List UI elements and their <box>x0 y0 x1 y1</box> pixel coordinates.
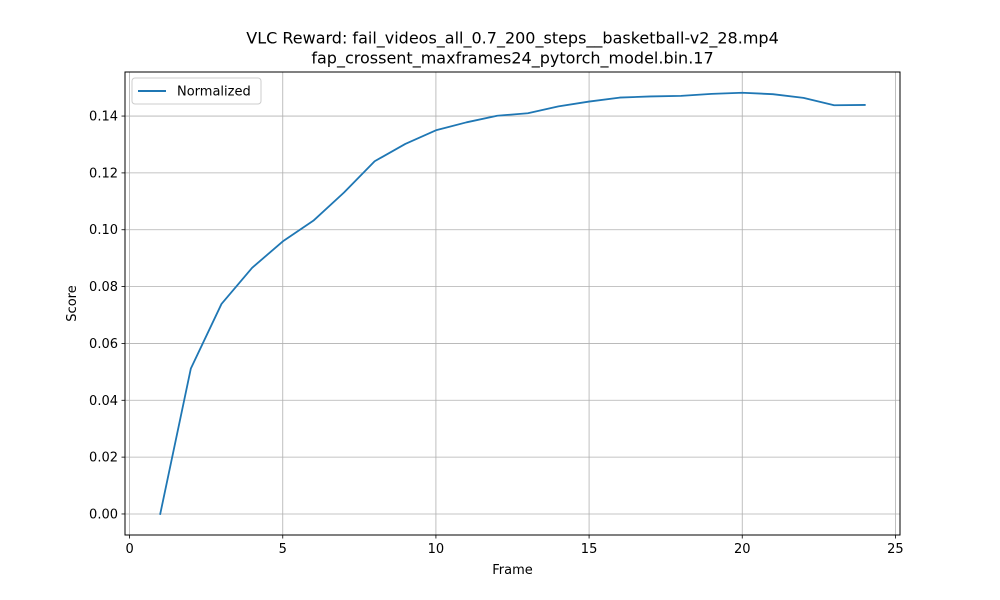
legend-label-normalized: Normalized <box>177 85 251 100</box>
x-tick-label: 20 <box>734 542 751 557</box>
y-tick-label: 0.14 <box>89 110 118 125</box>
chart-title: VLC Reward: fail_videos_all_0.7_200_step… <box>246 29 779 49</box>
y-tick-label: 0.10 <box>89 223 118 238</box>
y-tick-label: 0.04 <box>89 394 118 409</box>
x-tick-label: 10 <box>428 542 445 557</box>
plot-area-frame <box>124 71 901 536</box>
x-axis-label: Frame <box>492 563 533 578</box>
y-tick-label: 0.00 <box>89 507 118 522</box>
grid-lines <box>125 72 900 535</box>
y-tick-label: 0.06 <box>89 337 118 352</box>
chart-subtitle: fap_crossent_maxframes24_pytorch_model.b… <box>311 49 713 69</box>
x-tick-label: 0 <box>125 542 133 557</box>
x-tick-label: 25 <box>887 542 904 557</box>
series-lines <box>159 91 866 516</box>
legend-box <box>131 77 262 105</box>
x-tick-label: 5 <box>279 542 287 557</box>
x-tick-label: 15 <box>581 542 598 557</box>
axis-ticks: 0 5 10 15 20 25 0.00 0.02 0.04 0.06 0.08 0.10 0.12 0.… <box>89 110 904 557</box>
series-line-normalized <box>159 91 866 516</box>
y-axis-label: Score <box>65 285 80 321</box>
y-tick-label: 0.12 <box>89 166 118 181</box>
y-tick-label: 0.02 <box>89 451 118 466</box>
y-tick-label: 0.08 <box>89 280 118 295</box>
legend: Normalized <box>131 77 262 105</box>
